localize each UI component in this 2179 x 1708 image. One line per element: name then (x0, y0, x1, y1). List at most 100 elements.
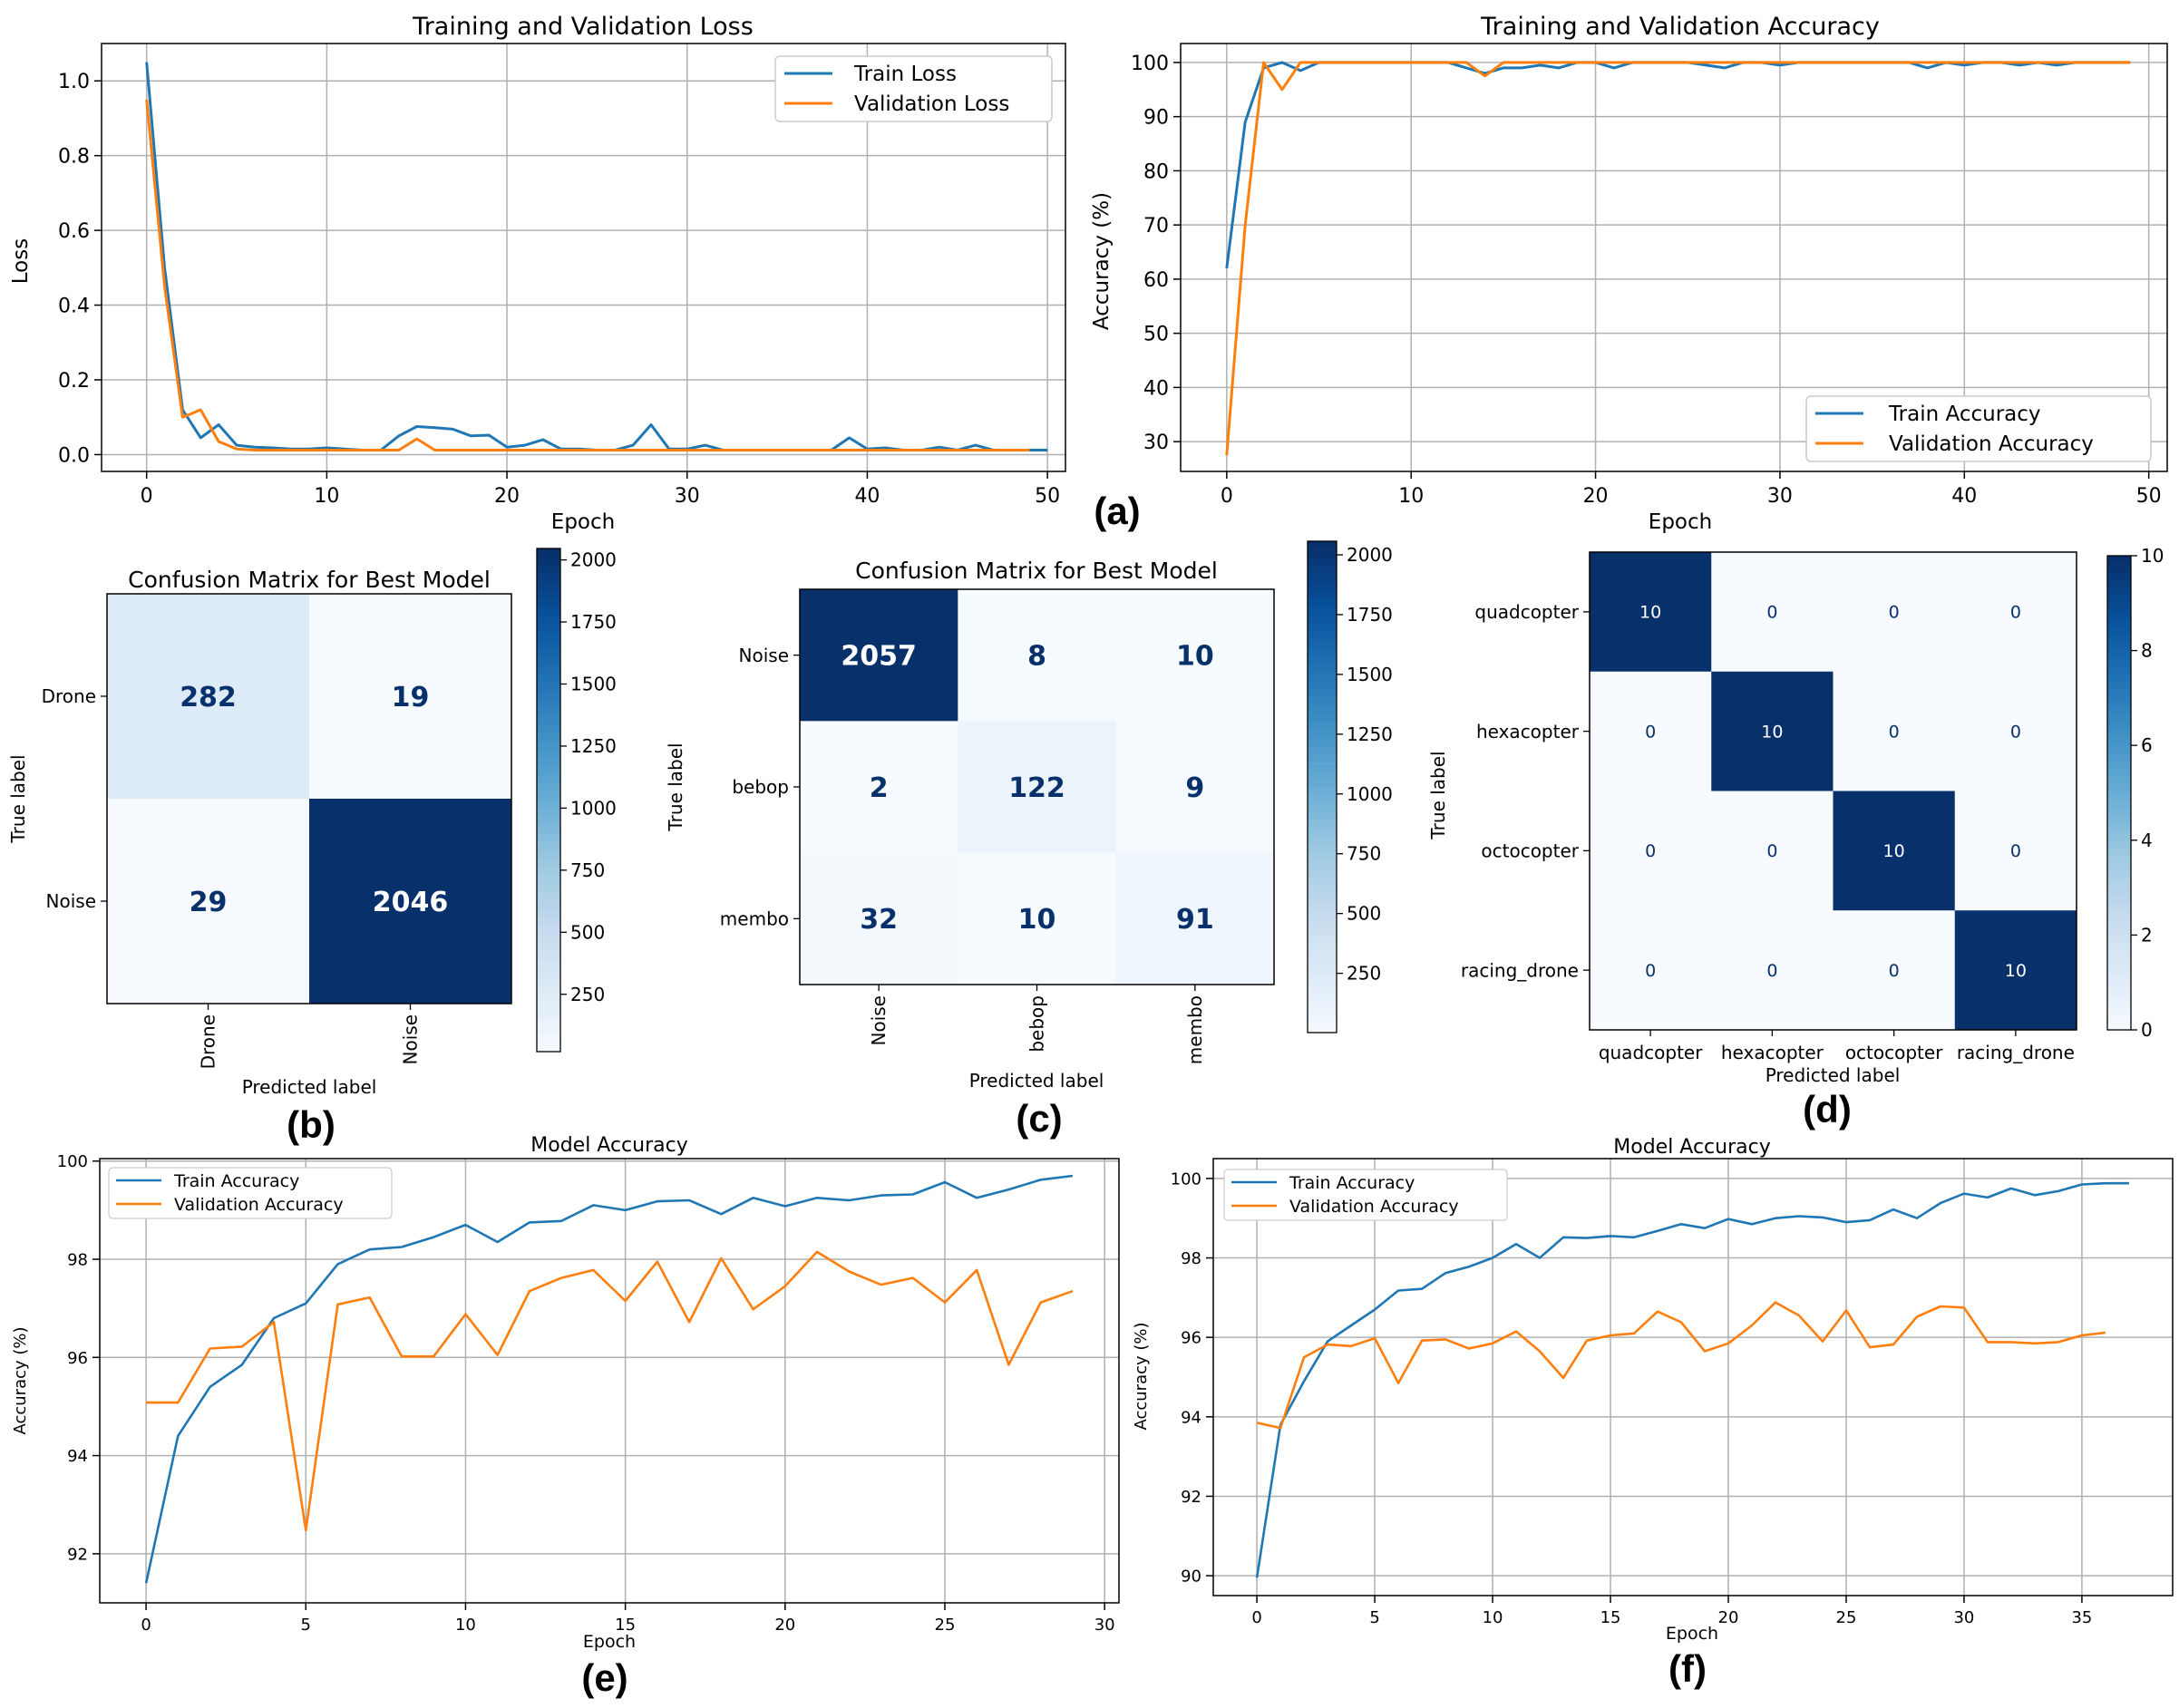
b-xlabel: Predicted label (242, 1076, 377, 1098)
b-colorbar-label: 1000 (570, 797, 617, 819)
b-cell-value: 2046 (373, 887, 449, 918)
f-xtick-label: 5 (1369, 1608, 1379, 1627)
d-colorbar-segment (2107, 1006, 2131, 1014)
a2-ylabel: Accuracy (%) (1090, 192, 1114, 330)
b-col-label: Drone (198, 1014, 219, 1069)
f-ytick-label: 100 (1171, 1169, 1201, 1189)
a1-ytick-label: 0.8 (58, 146, 90, 169)
e-legend: Train Accuracy Validation Accuracy (109, 1168, 392, 1218)
c-colorbar-segment (1308, 975, 1337, 985)
a1-ytick-label: 1.0 (58, 71, 90, 93)
b-colorbar-segment (537, 742, 560, 751)
c-colorbar-segment (1308, 893, 1337, 902)
b-colorbar-segment (537, 633, 560, 642)
d-colorbar-segment (2107, 785, 2131, 793)
b-colorbar-segment (537, 767, 560, 776)
b-colorbar-segment (537, 624, 560, 633)
b-colorbar-segment (537, 825, 560, 834)
d-cell-value: 0 (1645, 722, 1656, 742)
b-cell-value: 282 (180, 682, 237, 713)
d-col-label: quadcopter (1599, 1042, 1703, 1063)
e-xtick-label: 25 (935, 1616, 956, 1635)
a2-ytick-label: 50 (1143, 324, 1169, 346)
c-colorbar-segment (1308, 689, 1337, 698)
c-colorbar-segment (1308, 992, 1337, 1001)
c-colorbar-segment (1308, 901, 1337, 910)
d-cell-value: 0 (2010, 722, 2021, 742)
c-colorbar-label: 1750 (1347, 604, 1393, 626)
panel-label-d: (d) (1803, 1088, 1852, 1131)
d-col-label: racing_drone (1957, 1042, 2075, 1063)
d-colorbar-segment (2107, 643, 2131, 651)
d-colorbar-segment (2107, 556, 2131, 564)
b-colorbar-segment (537, 968, 560, 977)
b-colorbar-segment (537, 599, 560, 608)
d-colorbar-segment (2107, 809, 2131, 817)
d-colorbar-segment (2107, 1022, 2131, 1030)
c-colorbar-segment (1308, 582, 1337, 591)
c-colorbar-segment (1308, 967, 1337, 976)
d-row-label: hexacopter (1476, 721, 1580, 742)
a1-xtick-label: 40 (854, 485, 880, 508)
c-colorbar-segment (1308, 852, 1337, 861)
c-colorbar-segment (1308, 590, 1337, 599)
c-colorbar-segment (1308, 647, 1337, 656)
c-colorbar-segment (1308, 1016, 1337, 1025)
d-row-label: octocopter (1481, 840, 1579, 862)
c-colorbar-label: 1500 (1347, 664, 1393, 685)
b-col-label: Noise (400, 1014, 422, 1064)
b-colorbar-label: 250 (570, 984, 605, 1005)
d-colorbar-segment (2107, 737, 2131, 745)
c-colorbar-segment (1308, 746, 1337, 755)
b-colorbar-segment (537, 758, 560, 767)
a2-xtick-label: 0 (1221, 485, 1233, 508)
b-colorbar-segment (537, 607, 560, 616)
b-colorbar-segment (537, 590, 560, 599)
c-colorbar-segment (1308, 1000, 1337, 1009)
d-cell-value: 0 (1889, 603, 1900, 623)
b-row-label: Noise (46, 890, 96, 912)
b-cell-value: 19 (392, 682, 430, 713)
d-colorbar-segment (2107, 690, 2131, 698)
c-colorbar-segment (1308, 959, 1337, 968)
b-colorbar-segment (537, 733, 560, 742)
b-colorbar-segment (537, 574, 560, 583)
d-colorbar-segment (2107, 658, 2131, 666)
f-legend-val: Validation Accuracy (1289, 1197, 1459, 1217)
d-colorbar-segment (2107, 864, 2131, 872)
a2-xtick-label: 50 (2136, 485, 2162, 508)
a1-xtick-label: 30 (675, 485, 700, 508)
b-colorbar-segment (537, 750, 560, 759)
d-colorbar-segment (2107, 579, 2131, 587)
c-colorbar-segment (1308, 885, 1337, 894)
c-colorbar-segment (1308, 844, 1337, 853)
a2-legend: Train Accuracy Validation Accuracy (1806, 396, 2151, 461)
b-colorbar-segment (537, 850, 560, 859)
c-colorbar-segment (1308, 984, 1337, 993)
d-cell-value: 0 (1766, 961, 1777, 981)
b-colorbar-segment (537, 775, 560, 784)
c-colorbar-segment (1308, 730, 1337, 739)
c-xlabel: Predicted label (969, 1070, 1104, 1092)
c-colorbar-label: 1250 (1347, 723, 1393, 745)
d-colorbar-segment (2107, 896, 2131, 904)
f-xtick-label: 0 (1251, 1608, 1261, 1627)
c-colorbar-segment (1308, 935, 1337, 944)
b-colorbar-segment (537, 641, 560, 650)
c-colorbar-segment (1308, 639, 1337, 648)
c-colorbar-label: 1000 (1347, 783, 1393, 805)
c-colorbar-label: 500 (1347, 903, 1381, 925)
a1-xlabel: Epoch (551, 510, 615, 534)
c-colorbar-segment (1308, 910, 1337, 919)
e-ytick-label: 98 (67, 1250, 88, 1269)
e-ytick-label: 94 (67, 1447, 88, 1466)
e-legend-val: Validation Accuracy (174, 1195, 344, 1215)
b-colorbar-segment (537, 1002, 560, 1011)
d-cell-value: 10 (1639, 603, 1661, 623)
c-colorbar-segment (1308, 705, 1337, 714)
b-colorbar-segment (537, 859, 560, 868)
c-colorbar-segment (1308, 754, 1337, 763)
d-colorbar-segment (2107, 998, 2131, 1006)
c-row-label: membo (720, 908, 789, 930)
b-colorbar-segment (537, 809, 560, 818)
